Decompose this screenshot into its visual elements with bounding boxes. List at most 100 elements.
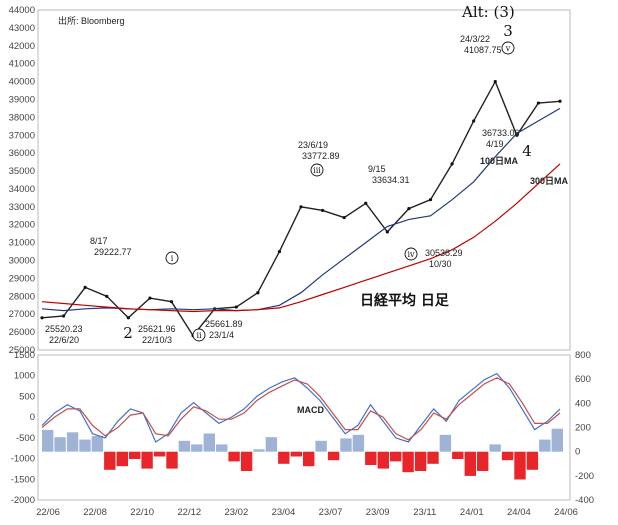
- annotation-date: 4/19: [486, 139, 504, 149]
- price-point: [169, 300, 174, 304]
- price-point: [472, 119, 476, 123]
- price-y-tick-label: 32000: [9, 220, 35, 231]
- wave-circle-label: i: [171, 254, 174, 263]
- histogram-bar: [79, 439, 91, 452]
- price-y-tick-label: 41000: [9, 59, 35, 70]
- x-tick-label: 23/11: [413, 507, 436, 518]
- price-point: [493, 79, 497, 84]
- histogram-bar: [153, 451, 166, 457]
- annotation-value: 30538.29: [425, 248, 463, 258]
- macd-y-tick-label: -1000: [11, 454, 35, 465]
- histogram-bar: [178, 440, 191, 452]
- histogram-bar: [464, 451, 476, 476]
- histogram-bar: [327, 451, 340, 461]
- histogram-bar: [365, 451, 377, 465]
- histogram-bar: [54, 437, 66, 452]
- price-point: [256, 291, 260, 295]
- histogram-bar: [526, 451, 539, 470]
- annotation-date: 22/10/3: [142, 335, 172, 345]
- price-y-tick-label: 43000: [9, 23, 35, 34]
- price-y-tick-label: 33000: [9, 202, 35, 213]
- histogram-bar: [489, 444, 501, 452]
- annotation-value: 25661.89: [205, 319, 243, 329]
- annotation-date: 33634.31: [372, 175, 410, 185]
- annotation-date: 33772.89: [302, 151, 340, 161]
- histogram-bar: [116, 451, 128, 467]
- histogram-bar: [191, 444, 203, 452]
- price-point: [428, 198, 433, 202]
- histogram-bar: [402, 451, 414, 473]
- x-tick-label: 24/06: [554, 507, 578, 518]
- x-tick-label: 22/12: [177, 507, 201, 518]
- histogram-bar: [427, 451, 439, 464]
- price-point: [40, 316, 44, 320]
- histogram-bar: [352, 434, 365, 452]
- macd-y-tick-label: 1000: [14, 371, 35, 382]
- annotation-date: 41087.75: [464, 45, 502, 55]
- price-line: [41, 79, 561, 337]
- price-y-tick-label: 44000: [9, 5, 35, 16]
- x-tick-label: 24/04: [507, 507, 531, 518]
- annotation-value: 25520.23: [45, 324, 83, 334]
- x-tick-label: 23/04: [272, 507, 296, 518]
- macd-y2-tick-label: -200: [575, 471, 594, 482]
- wave-circle: [501, 41, 515, 55]
- x-tick-label: 22/10: [130, 507, 154, 518]
- macd-panel: [37, 354, 571, 501]
- macd-y-axis: -2000 -1500 -1000 -500 0 500 1000 1500: [11, 350, 35, 506]
- price-y-tick-label: 39000: [9, 94, 35, 105]
- wave-mark: 3: [503, 22, 513, 40]
- x-axis: 22/06 22/08 22/10 22/12 23/02 23/04 23/07 23/09…: [36, 507, 578, 518]
- annotation-value: 36733.06: [482, 128, 520, 138]
- histogram-bar: [91, 436, 104, 452]
- price-y-tick-label: 37000: [9, 130, 35, 141]
- wave-circle: [192, 328, 206, 342]
- price-y-tick-label: 31000: [9, 238, 35, 249]
- x-tick-label: 23/02: [224, 507, 248, 518]
- price-point: [450, 162, 454, 166]
- histogram-bar: [551, 428, 563, 452]
- price-point: [364, 201, 368, 205]
- macd-y2-tick-label: -400: [575, 495, 594, 506]
- histogram-bar: [514, 451, 526, 480]
- price-y-tick-label: 34000: [9, 184, 35, 195]
- histogram-bar: [166, 451, 178, 469]
- x-tick-label: 22/06: [36, 507, 60, 518]
- annotation-date: 10/30: [429, 259, 452, 269]
- wave-mark: 4: [522, 142, 532, 160]
- histogram-bar: [104, 451, 116, 470]
- annotation-value: 8/17: [90, 236, 108, 246]
- macd-y2-axis: -400 -200 0 200 400 600 800: [575, 350, 594, 506]
- annotation-value: 24/3/22: [460, 34, 490, 44]
- histogram-bar: [390, 451, 402, 462]
- histogram-bar: [253, 449, 265, 452]
- macd-y-tick-label: 500: [19, 391, 35, 402]
- wave-label: Alt: (3): [461, 3, 515, 21]
- histogram-bar: [452, 451, 464, 459]
- histogram-bar: [216, 444, 228, 452]
- wave-circle: [310, 163, 324, 177]
- ma100-line: [41, 107, 561, 312]
- price-y-tick-label: 29000: [9, 273, 35, 284]
- price-y-axis: 25000 26000 27000 28000 29000 30000 31000 32000…: [9, 5, 35, 356]
- macd-y2-tick-label: 600: [575, 374, 591, 385]
- histogram-bar: [539, 439, 551, 452]
- price-y-tick-label: 27000: [9, 309, 35, 320]
- x-tick-label: 22/08: [83, 507, 107, 518]
- histogram-bar: [377, 451, 389, 469]
- price-y-tick-label: 35000: [9, 166, 35, 177]
- histogram-bar: [265, 437, 278, 452]
- histogram-bar: [240, 451, 253, 471]
- annotation-date: 23/1/4: [209, 330, 234, 340]
- price-point: [342, 215, 346, 220]
- signal-line: [41, 377, 561, 441]
- histogram-bar: [278, 451, 290, 464]
- annotation-date: 29222.77: [94, 247, 132, 257]
- annotation-date: 22/6/20: [49, 335, 79, 345]
- macd-y2-tick-label: 0: [575, 447, 580, 458]
- price-point: [126, 316, 130, 320]
- price-point: [558, 99, 562, 103]
- histogram-bar: [66, 432, 79, 452]
